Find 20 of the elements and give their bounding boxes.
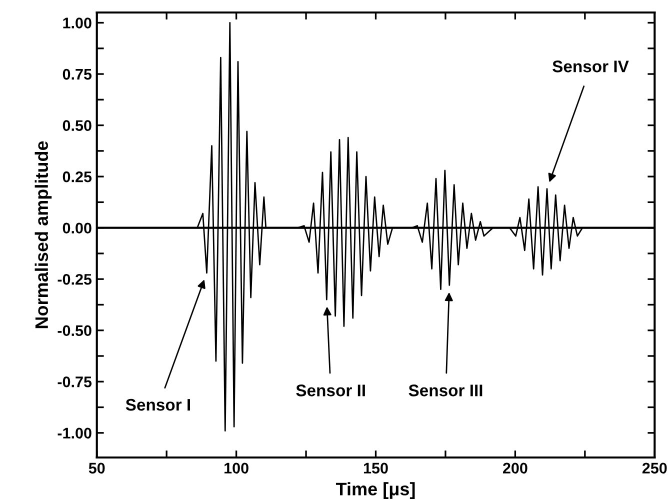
y-tick-label: -0.50 (58, 325, 92, 336)
x-axis-title: Time [μs] (336, 482, 415, 499)
y-tick-label: 1.00 (63, 18, 92, 28)
y-tick-label: 0.50 (62, 120, 92, 131)
y-tick-label: -0.25 (58, 274, 92, 285)
annotation: Sensor II (296, 384, 365, 396)
y-tick-label: -1.00 (58, 428, 92, 439)
annotation: Sensor I (126, 398, 190, 411)
y-tick-label: -0.75 (58, 376, 92, 388)
x-tick-label: 150 (364, 462, 388, 474)
x-tick-label: 100 (224, 462, 248, 474)
y-tick-label: 0.25 (62, 171, 92, 182)
annotation: Sensor IV (552, 60, 629, 72)
x-tick-label: 50 (88, 462, 105, 474)
y-tick-label: 0.00 (62, 222, 92, 234)
y-axis-title: Normalised amplitude (34, 141, 52, 328)
x-tick-label: 200 (502, 462, 528, 474)
x-tick-label: 250 (642, 462, 667, 474)
annotation: Sensor III (408, 384, 482, 396)
y-tick-label: 0.75 (62, 68, 92, 80)
